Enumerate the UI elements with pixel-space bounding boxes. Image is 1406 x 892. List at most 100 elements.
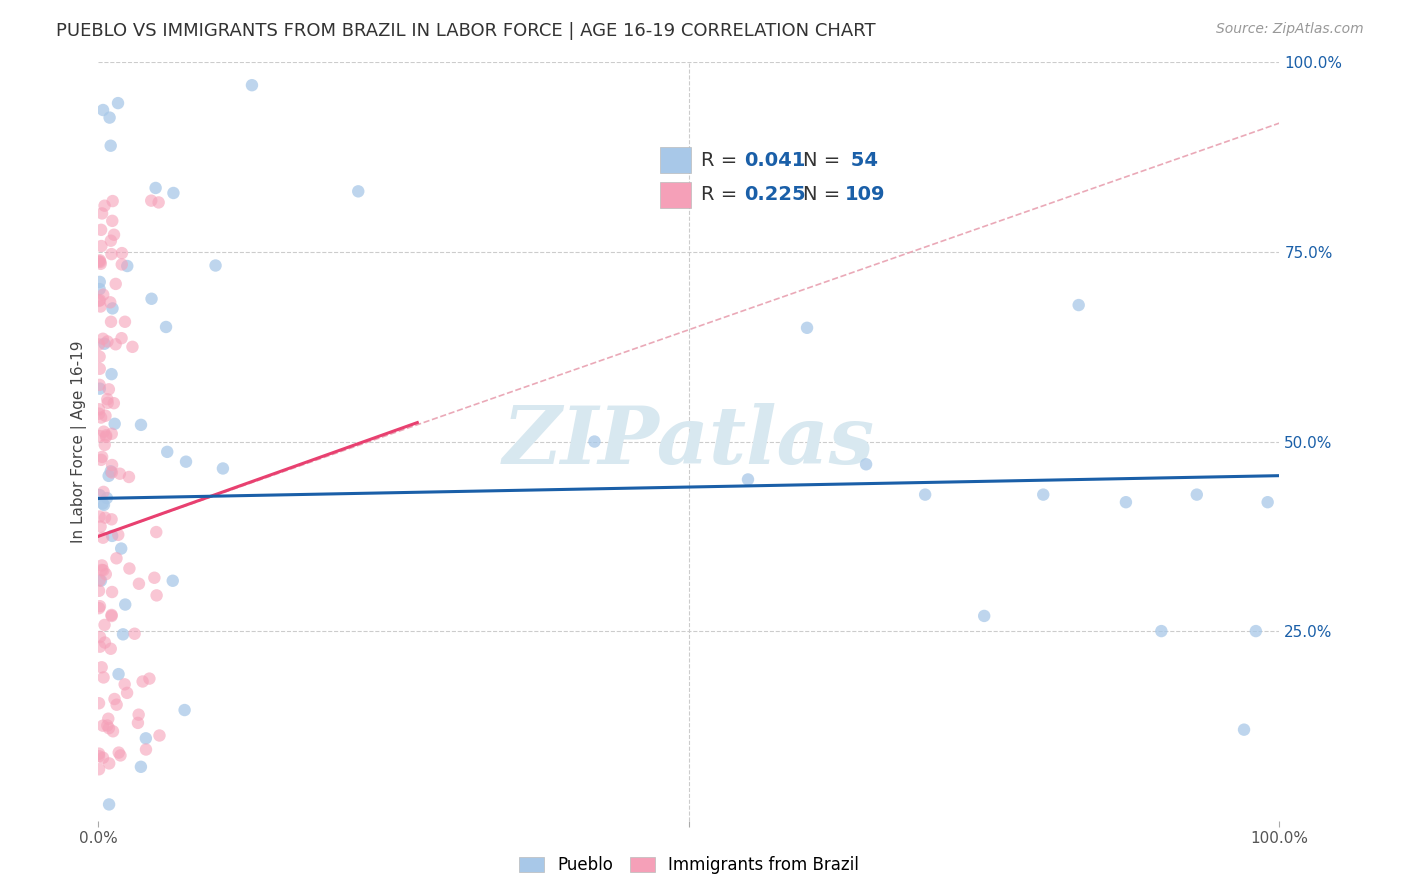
Point	[97, 712, 120, 726]
Point	[1257, 495, 1279, 509]
Point	[737, 473, 759, 487]
Point	[91, 563, 114, 577]
Point	[89, 275, 111, 289]
Point	[89, 293, 111, 307]
Point	[94, 430, 117, 444]
Point	[97, 382, 120, 396]
Point	[148, 195, 170, 210]
Point	[131, 674, 153, 689]
Point	[101, 724, 124, 739]
Point	[96, 392, 118, 407]
Point	[87, 762, 110, 776]
Point	[103, 396, 125, 410]
Text: R =: R =	[702, 186, 744, 204]
Point	[105, 698, 128, 712]
Point	[110, 331, 132, 345]
Point	[141, 292, 163, 306]
Point	[129, 760, 152, 774]
Y-axis label: In Labor Force | Age 16-19: In Labor Force | Age 16-19	[72, 340, 87, 543]
Point	[94, 567, 117, 582]
Point	[127, 715, 149, 730]
Point	[90, 223, 112, 237]
Point	[583, 434, 606, 449]
Point	[128, 576, 150, 591]
Point	[90, 257, 112, 271]
Point	[87, 583, 110, 598]
Point	[796, 320, 818, 334]
Point	[115, 686, 138, 700]
Point	[1185, 487, 1208, 501]
Point	[117, 259, 139, 273]
Point	[914, 487, 936, 501]
Point	[240, 78, 263, 92]
Point	[162, 574, 184, 588]
Point	[93, 484, 115, 499]
Point	[111, 246, 134, 260]
Point	[121, 340, 143, 354]
Point	[114, 598, 136, 612]
Point	[96, 428, 118, 442]
Point	[100, 641, 122, 656]
Point	[128, 707, 150, 722]
Point	[145, 524, 167, 539]
Point	[96, 491, 118, 505]
Point	[101, 301, 124, 316]
Point	[94, 635, 117, 649]
Point	[87, 747, 110, 761]
Point	[90, 410, 112, 425]
Point	[101, 585, 124, 599]
Point	[89, 429, 111, 443]
Text: 0.225: 0.225	[745, 186, 806, 204]
Point	[104, 337, 127, 351]
Point	[87, 293, 110, 308]
Legend: Pueblo, Immigrants from Brazil: Pueblo, Immigrants from Brazil	[512, 849, 866, 880]
Point	[107, 746, 129, 760]
Point	[96, 334, 118, 349]
Point	[87, 407, 110, 421]
Text: N =: N =	[803, 151, 846, 169]
Point	[129, 417, 152, 432]
Text: R =: R =	[702, 151, 744, 169]
Point	[143, 571, 166, 585]
Point	[93, 498, 115, 512]
Point	[93, 670, 115, 684]
Point	[100, 234, 122, 248]
Point	[108, 467, 131, 481]
Point	[94, 409, 117, 423]
Point	[101, 194, 124, 208]
Point	[90, 574, 112, 588]
Point	[212, 461, 235, 475]
Text: 54: 54	[845, 151, 879, 169]
Point	[93, 425, 115, 439]
Point	[89, 382, 111, 396]
Point	[105, 551, 128, 566]
Text: Source: ZipAtlas.com: Source: ZipAtlas.com	[1216, 22, 1364, 37]
Point	[162, 186, 184, 200]
Point	[90, 519, 112, 533]
Point	[1150, 624, 1173, 639]
Point	[87, 402, 110, 417]
Point	[148, 729, 170, 743]
Point	[1067, 298, 1090, 312]
Point	[87, 601, 110, 615]
Point	[89, 361, 111, 376]
Point	[100, 426, 122, 441]
Point	[89, 253, 111, 268]
Point	[87, 696, 110, 710]
Point	[97, 396, 120, 410]
Point	[100, 367, 122, 381]
Point	[93, 199, 115, 213]
Point	[145, 588, 167, 602]
Point	[90, 660, 112, 674]
Point	[347, 184, 370, 198]
Point	[855, 458, 877, 472]
Text: PUEBLO VS IMMIGRANTS FROM BRAZIL IN LABOR FORCE | AGE 16-19 CORRELATION CHART: PUEBLO VS IMMIGRANTS FROM BRAZIL IN LABO…	[56, 22, 876, 40]
Point	[100, 247, 122, 261]
Point	[155, 320, 177, 334]
Point	[1233, 723, 1256, 737]
Point	[98, 295, 121, 310]
Point	[89, 377, 111, 392]
Point	[91, 496, 114, 510]
Point	[1244, 624, 1267, 639]
Point	[89, 630, 111, 644]
